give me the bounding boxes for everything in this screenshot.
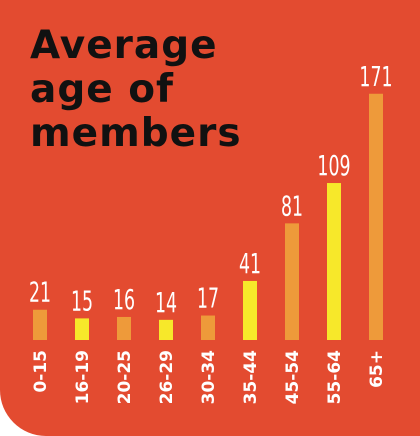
value-label-30-34: 17	[197, 282, 219, 314]
value-label-20-25: 16	[113, 284, 135, 316]
bar-20-25	[117, 316, 131, 340]
value-label-35-44: 41	[239, 248, 261, 280]
value-label-16-19: 15	[71, 285, 93, 317]
chart-title-line-2: age of	[30, 67, 175, 112]
tick-label-45-54: 45-54	[283, 350, 303, 405]
bar-30-34	[201, 315, 215, 340]
chart-title: Average age of members	[30, 24, 242, 156]
bar-0-15	[33, 309, 47, 340]
bar-55-64	[327, 183, 341, 340]
value-label-26-29: 14	[155, 287, 177, 319]
chart-title-line-1: Average	[30, 23, 218, 68]
bar-45-54	[285, 223, 299, 340]
value-label-65+: 171	[359, 61, 392, 93]
value-label-45-54: 81	[281, 190, 303, 222]
bar-16-19	[75, 318, 89, 340]
tick-label-26-29: 26-29	[157, 350, 177, 404]
tick-label-65+: 65+	[367, 350, 387, 388]
tick-label-20-25: 20-25	[115, 350, 135, 404]
chart-title-line-3: members	[30, 111, 242, 156]
value-label-55-64: 109	[317, 150, 350, 182]
tick-label-0-15: 0-15	[31, 350, 51, 393]
bar-35-44	[243, 280, 257, 340]
bar-26-29	[159, 319, 173, 340]
tick-label-30-34: 30-34	[199, 350, 219, 405]
tick-label-16-19: 16-19	[73, 350, 93, 404]
value-label-0-15: 21	[29, 277, 51, 309]
bar-65+	[369, 93, 383, 340]
tick-label-35-44: 35-44	[241, 350, 261, 405]
tick-label-55-64: 55-64	[325, 350, 345, 405]
